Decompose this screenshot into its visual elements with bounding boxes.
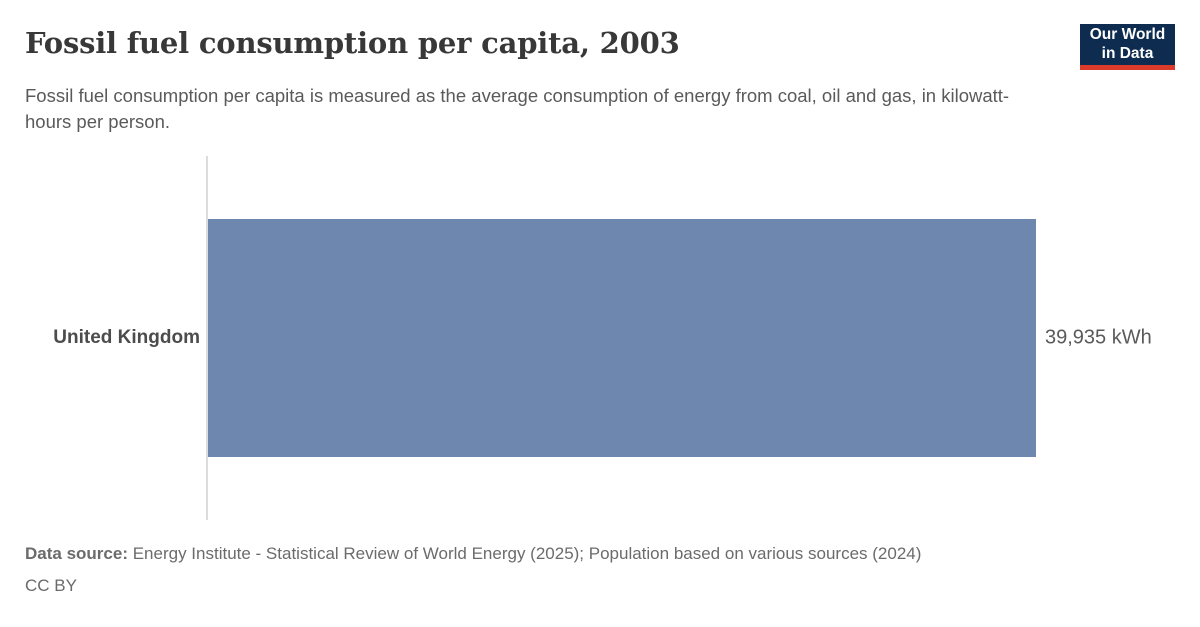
owid-logo[interactable]: Our World in Data [1080,24,1175,70]
chart-subtitle: Fossil fuel consumption per capita is me… [25,85,1010,133]
data-source-text: Energy Institute - Statistical Review of… [127,544,922,563]
bar-united-kingdom[interactable] [208,219,1036,457]
license-link[interactable]: CC BY [25,576,77,595]
page-title: Fossil fuel consumption per capita, 2003 [25,26,680,60]
value-label-united-kingdom: 39,935 kWh [1045,326,1152,349]
entity-label-united-kingdom: United Kingdom [53,327,200,348]
data-source-label: Data source: [25,544,128,563]
owid-logo-line1: Our World [1089,25,1166,43]
y-axis-line [206,156,208,520]
owid-logo-line2: in Data [1101,44,1154,62]
chart-footer: Data source: Energy Institute - Statisti… [25,545,921,594]
data-source-line: Data source: Energy Institute - Statisti… [25,545,921,562]
